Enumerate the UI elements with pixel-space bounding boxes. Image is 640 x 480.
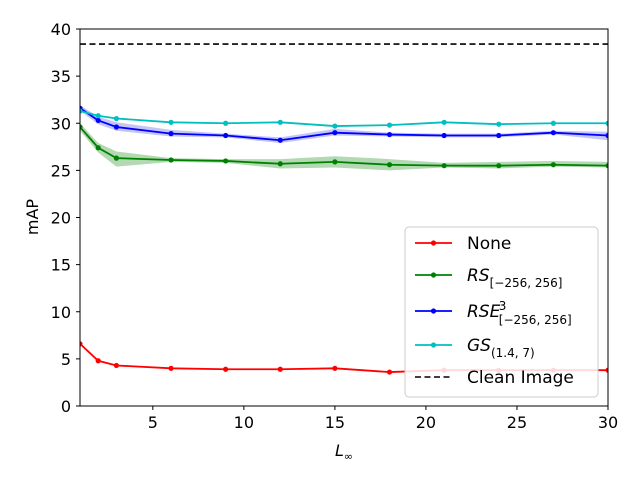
- line-rse3-256-256: [80, 107, 608, 142]
- point-gs-1-4-7: [95, 113, 101, 119]
- point-rse3-256-256: [441, 132, 447, 139]
- legend: None RS[−256, 256] RSE3 [−256, 256] GS(1.4, …: [404, 226, 599, 398]
- point-rs-256-256: [496, 163, 502, 169]
- legend-item-none: None: [415, 234, 511, 254]
- legend-label: GS(1.4, 7): [467, 336, 535, 360]
- point-rse3-256-256: [277, 137, 283, 143]
- x-tick-label: 25: [507, 413, 527, 432]
- point-none: [277, 366, 283, 372]
- y-tick-label: 25: [51, 161, 71, 180]
- point-gs-1-4-7: [113, 115, 120, 122]
- point-none: [386, 369, 393, 375]
- x-axis-label: L∞: [335, 441, 353, 463]
- line-gs-1-4-7: [80, 110, 608, 127]
- x-tick-label: 20: [416, 413, 436, 432]
- point-gs-1-4-7: [80, 108, 83, 114]
- point-none: [605, 367, 608, 373]
- x-tick-label: 5: [148, 413, 158, 432]
- point-gs-1-4-7: [441, 119, 447, 125]
- point-none: [80, 341, 83, 347]
- point-rs-256-256: [277, 161, 283, 167]
- axis-ticks: 5 10 15 20 25 30 0 5 10 15 20 25 30 35 40: [51, 20, 619, 432]
- point-rse3-256-256: [332, 130, 338, 136]
- point-none: [332, 365, 338, 371]
- point-gs-1-4-7: [605, 120, 608, 126]
- point-none: [95, 358, 101, 364]
- point-gs-1-4-7: [277, 119, 283, 125]
- legend-item-gs-1-4-7: GS(1.4, 7): [415, 336, 535, 360]
- y-tick-label: 15: [51, 256, 71, 275]
- point-rse3-256-256: [168, 131, 174, 137]
- legend-box: [404, 226, 599, 398]
- point-gs-1-4-7: [332, 123, 338, 129]
- point-rs-256-256: [168, 157, 174, 163]
- point-rse3-256-256: [605, 132, 608, 139]
- point-rs-256-256: [386, 162, 393, 168]
- y-tick-label: 35: [51, 67, 71, 86]
- line-rs-256-256: [80, 126, 608, 167]
- point-rse3-256-256: [113, 124, 120, 130]
- y-tick-label: 0: [61, 397, 71, 416]
- legend-label: Clean Image: [467, 368, 574, 388]
- legend-item-clean-image: Clean Image: [415, 368, 574, 388]
- y-tick-label: 20: [51, 209, 71, 228]
- point-gs-1-4-7: [550, 120, 556, 126]
- y-axis-label: mAP: [23, 199, 42, 236]
- y-tick-label: 40: [51, 20, 71, 39]
- legend-label: RSE3 [−256, 256]: [467, 299, 572, 327]
- point-rs-256-256: [605, 163, 608, 169]
- point-gs-1-4-7: [496, 121, 502, 127]
- y-tick-label: 30: [51, 114, 71, 133]
- point-rse3-256-256: [95, 117, 101, 124]
- legend-item-rs-256-256: RS[−256, 256]: [415, 266, 562, 290]
- y-tick-label: 5: [61, 350, 71, 369]
- legend-item-rse3-256-256: RSE3 [−256, 256]: [415, 299, 572, 327]
- legend-marker: [430, 342, 437, 348]
- legend-marker: [430, 272, 437, 278]
- legend-label: None: [467, 234, 511, 254]
- point-rse3-256-256: [386, 131, 393, 138]
- x-tick-label: 10: [234, 413, 254, 432]
- legend-marker: [430, 308, 437, 314]
- point-none: [113, 362, 120, 369]
- point-none: [223, 366, 229, 372]
- y-tick-label: 10: [51, 303, 71, 322]
- point-none: [168, 365, 174, 371]
- point-rse3-256-256: [550, 130, 556, 136]
- point-gs-1-4-7: [223, 120, 229, 126]
- point-rs-256-256: [80, 124, 83, 130]
- band-rse3-256-256: [80, 105, 608, 144]
- point-rse3-256-256: [496, 132, 502, 139]
- legend-label: RS[−256, 256]: [467, 266, 562, 290]
- point-rs-256-256: [441, 163, 447, 169]
- point-gs-1-4-7: [386, 122, 393, 128]
- point-rs-256-256: [95, 145, 101, 151]
- x-tick-label: 30: [598, 413, 618, 432]
- point-rse3-256-256: [223, 132, 229, 139]
- point-rs-256-256: [550, 162, 556, 168]
- point-rs-256-256: [332, 159, 338, 165]
- point-gs-1-4-7: [168, 119, 174, 125]
- point-rs-256-256: [223, 158, 229, 164]
- legend-marker: [430, 240, 437, 246]
- point-rs-256-256: [113, 155, 120, 161]
- x-tick-label: 15: [325, 413, 345, 432]
